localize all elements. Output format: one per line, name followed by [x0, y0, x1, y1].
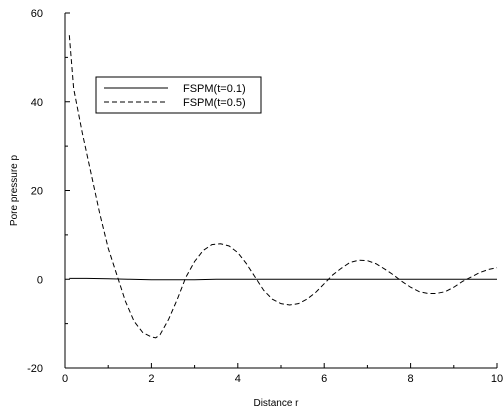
y-tick-label: 60 — [31, 8, 43, 20]
x-tick-label: 8 — [408, 373, 414, 385]
y-tick-label: 20 — [31, 186, 43, 198]
legend: FSPM(t=0.1) FSPM(t=0.5) — [95, 76, 262, 114]
legend-label-1: FSPM(t=0.1) — [183, 83, 246, 95]
x-tick-label: 2 — [148, 373, 154, 385]
ticks: 0 2 4 6 8 10 -20 0 20 40 60 — [27, 8, 503, 385]
y-axis-label: Pore pressure p — [9, 154, 20, 226]
y-tick-label: 0 — [37, 274, 43, 286]
axes — [64, 13, 497, 369]
y-tick-label: -20 — [27, 363, 43, 375]
legend-box — [95, 76, 262, 114]
x-tick-label: 0 — [62, 373, 68, 385]
x-tick-label: 10 — [491, 373, 503, 385]
series-group — [68, 35, 498, 339]
x-tick-label: 6 — [321, 373, 327, 385]
series-line-1 — [69, 277, 497, 281]
series-line-2 — [68, 35, 498, 339]
x-axis-label: Distance r — [253, 398, 299, 409]
y-tick-label: 40 — [31, 97, 43, 109]
legend-label-2: FSPM(t=0.5) — [183, 97, 246, 109]
x-tick-label: 4 — [235, 373, 241, 385]
